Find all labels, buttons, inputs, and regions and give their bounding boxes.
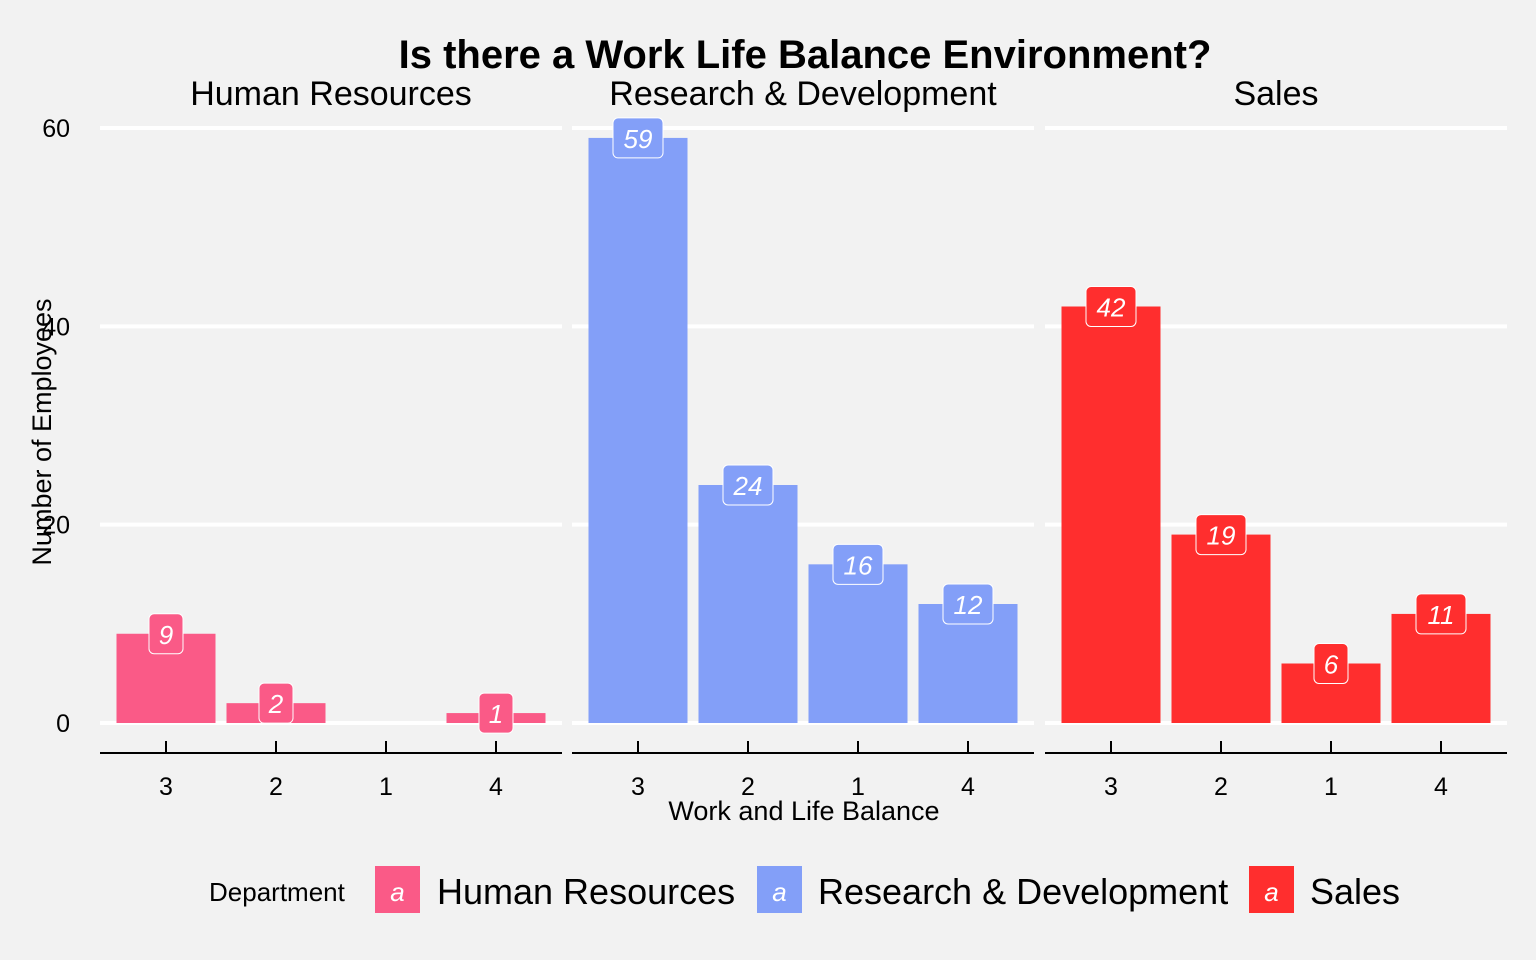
facet-strip-label: Research & Development bbox=[609, 75, 997, 113]
legend-item-label: Human Resources bbox=[437, 871, 735, 912]
x-tick-label: 3 bbox=[631, 773, 645, 801]
y-tick-label: 40 bbox=[42, 313, 70, 341]
y-tick-label: 20 bbox=[42, 512, 70, 540]
bar bbox=[698, 485, 798, 723]
legend: Department a Human Resources a Research & D… bbox=[209, 866, 1400, 913]
x-tick-label: 1 bbox=[851, 773, 865, 801]
bar bbox=[1061, 306, 1161, 723]
y-axis-ticks: 0 20 40 60 bbox=[42, 115, 70, 738]
x-tick-label: 3 bbox=[159, 773, 173, 801]
x-tick-label: 2 bbox=[1214, 773, 1228, 801]
x-tick-label: 1 bbox=[1324, 773, 1338, 801]
facet-panel: Sales 3 42 2 19 1 6 4 11 bbox=[1045, 75, 1507, 801]
facet-panel: Research & Development 3 59 2 24 1 16 4 12 bbox=[572, 75, 1034, 801]
x-tick-label: 3 bbox=[1104, 773, 1118, 801]
data-label: 6 bbox=[1324, 650, 1339, 680]
data-label-box bbox=[258, 682, 294, 724]
data-label: 42 bbox=[1097, 293, 1126, 323]
x-axis-title: Work and Life Balance bbox=[668, 796, 939, 826]
data-label-box bbox=[1415, 593, 1467, 635]
facet-strip-label: Sales bbox=[1233, 75, 1318, 113]
data-label-box bbox=[1085, 286, 1137, 327]
x-tick-label: 4 bbox=[489, 773, 503, 801]
data-label: 9 bbox=[159, 620, 173, 650]
legend-key-glyph: a bbox=[772, 877, 786, 907]
data-label: 24 bbox=[733, 471, 763, 501]
data-label-box bbox=[1195, 514, 1247, 556]
legend-item-label: Sales bbox=[1310, 871, 1400, 912]
data-label-box bbox=[1313, 643, 1349, 684]
y-axis-title: Number of Employees bbox=[27, 298, 57, 565]
facet-strip-label: Human Resources bbox=[190, 75, 472, 113]
legend-key bbox=[757, 866, 802, 913]
bar bbox=[1171, 534, 1271, 723]
data-label-box bbox=[148, 613, 184, 655]
data-label: 59 bbox=[624, 124, 653, 154]
facet-panel: Human Resources 3 9 2 2 1 4 1 bbox=[100, 75, 562, 801]
data-label: 2 bbox=[268, 689, 284, 719]
data-label: 11 bbox=[1428, 600, 1455, 630]
legend-item-label: Research & Development bbox=[818, 871, 1228, 912]
y-tick-label: 60 bbox=[42, 115, 70, 143]
data-label-box bbox=[478, 692, 514, 734]
x-tick-label: 4 bbox=[961, 773, 975, 801]
data-label-box bbox=[722, 464, 774, 506]
legend-key-glyph: a bbox=[1264, 877, 1278, 907]
legend-key bbox=[375, 866, 420, 913]
data-label-box bbox=[612, 117, 664, 159]
legend-title: Department bbox=[209, 877, 346, 907]
legend-key bbox=[1249, 866, 1294, 913]
x-tick-label: 4 bbox=[1434, 773, 1448, 801]
data-label: 19 bbox=[1207, 521, 1236, 551]
data-label: 12 bbox=[954, 590, 983, 620]
data-label: 1 bbox=[489, 699, 503, 729]
data-label: 16 bbox=[844, 550, 873, 580]
x-tick-label: 2 bbox=[269, 773, 283, 801]
legend-key-glyph: a bbox=[390, 877, 404, 907]
data-label-box bbox=[832, 543, 884, 585]
x-tick-label: 2 bbox=[741, 773, 755, 801]
y-tick-label: 0 bbox=[56, 710, 70, 738]
bar bbox=[588, 137, 688, 723]
bar bbox=[808, 564, 908, 723]
x-tick-label: 1 bbox=[379, 773, 393, 801]
data-label-box bbox=[942, 583, 994, 625]
chart-title: Is there a Work Life Balance Environment… bbox=[399, 33, 1212, 77]
